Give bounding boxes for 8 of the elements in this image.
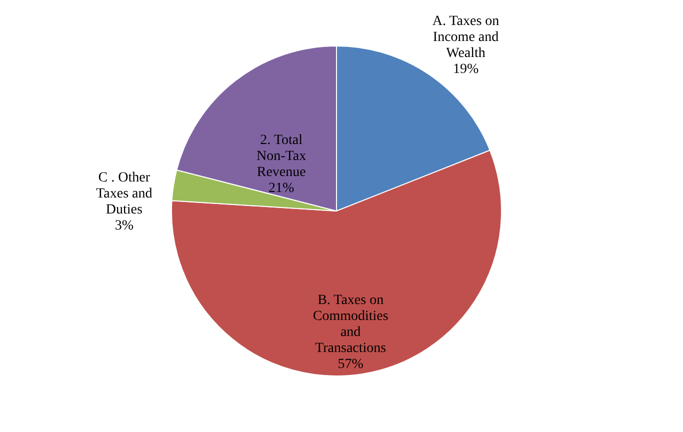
data-label: 19% — [452, 62, 479, 77]
data-label: 21% — [268, 180, 294, 196]
data-label: 3% — [114, 218, 134, 234]
slice-label: 2. Total Non-Tax Revenue — [256, 132, 306, 180]
slice-label: C . Other Taxes and Duties — [96, 170, 152, 218]
slice-label: A. Taxes on Income and Wealth — [432, 14, 500, 61]
slice-label: B. Taxes on Commodities and Transactions — [312, 292, 388, 356]
data-label: 57% — [338, 356, 364, 372]
